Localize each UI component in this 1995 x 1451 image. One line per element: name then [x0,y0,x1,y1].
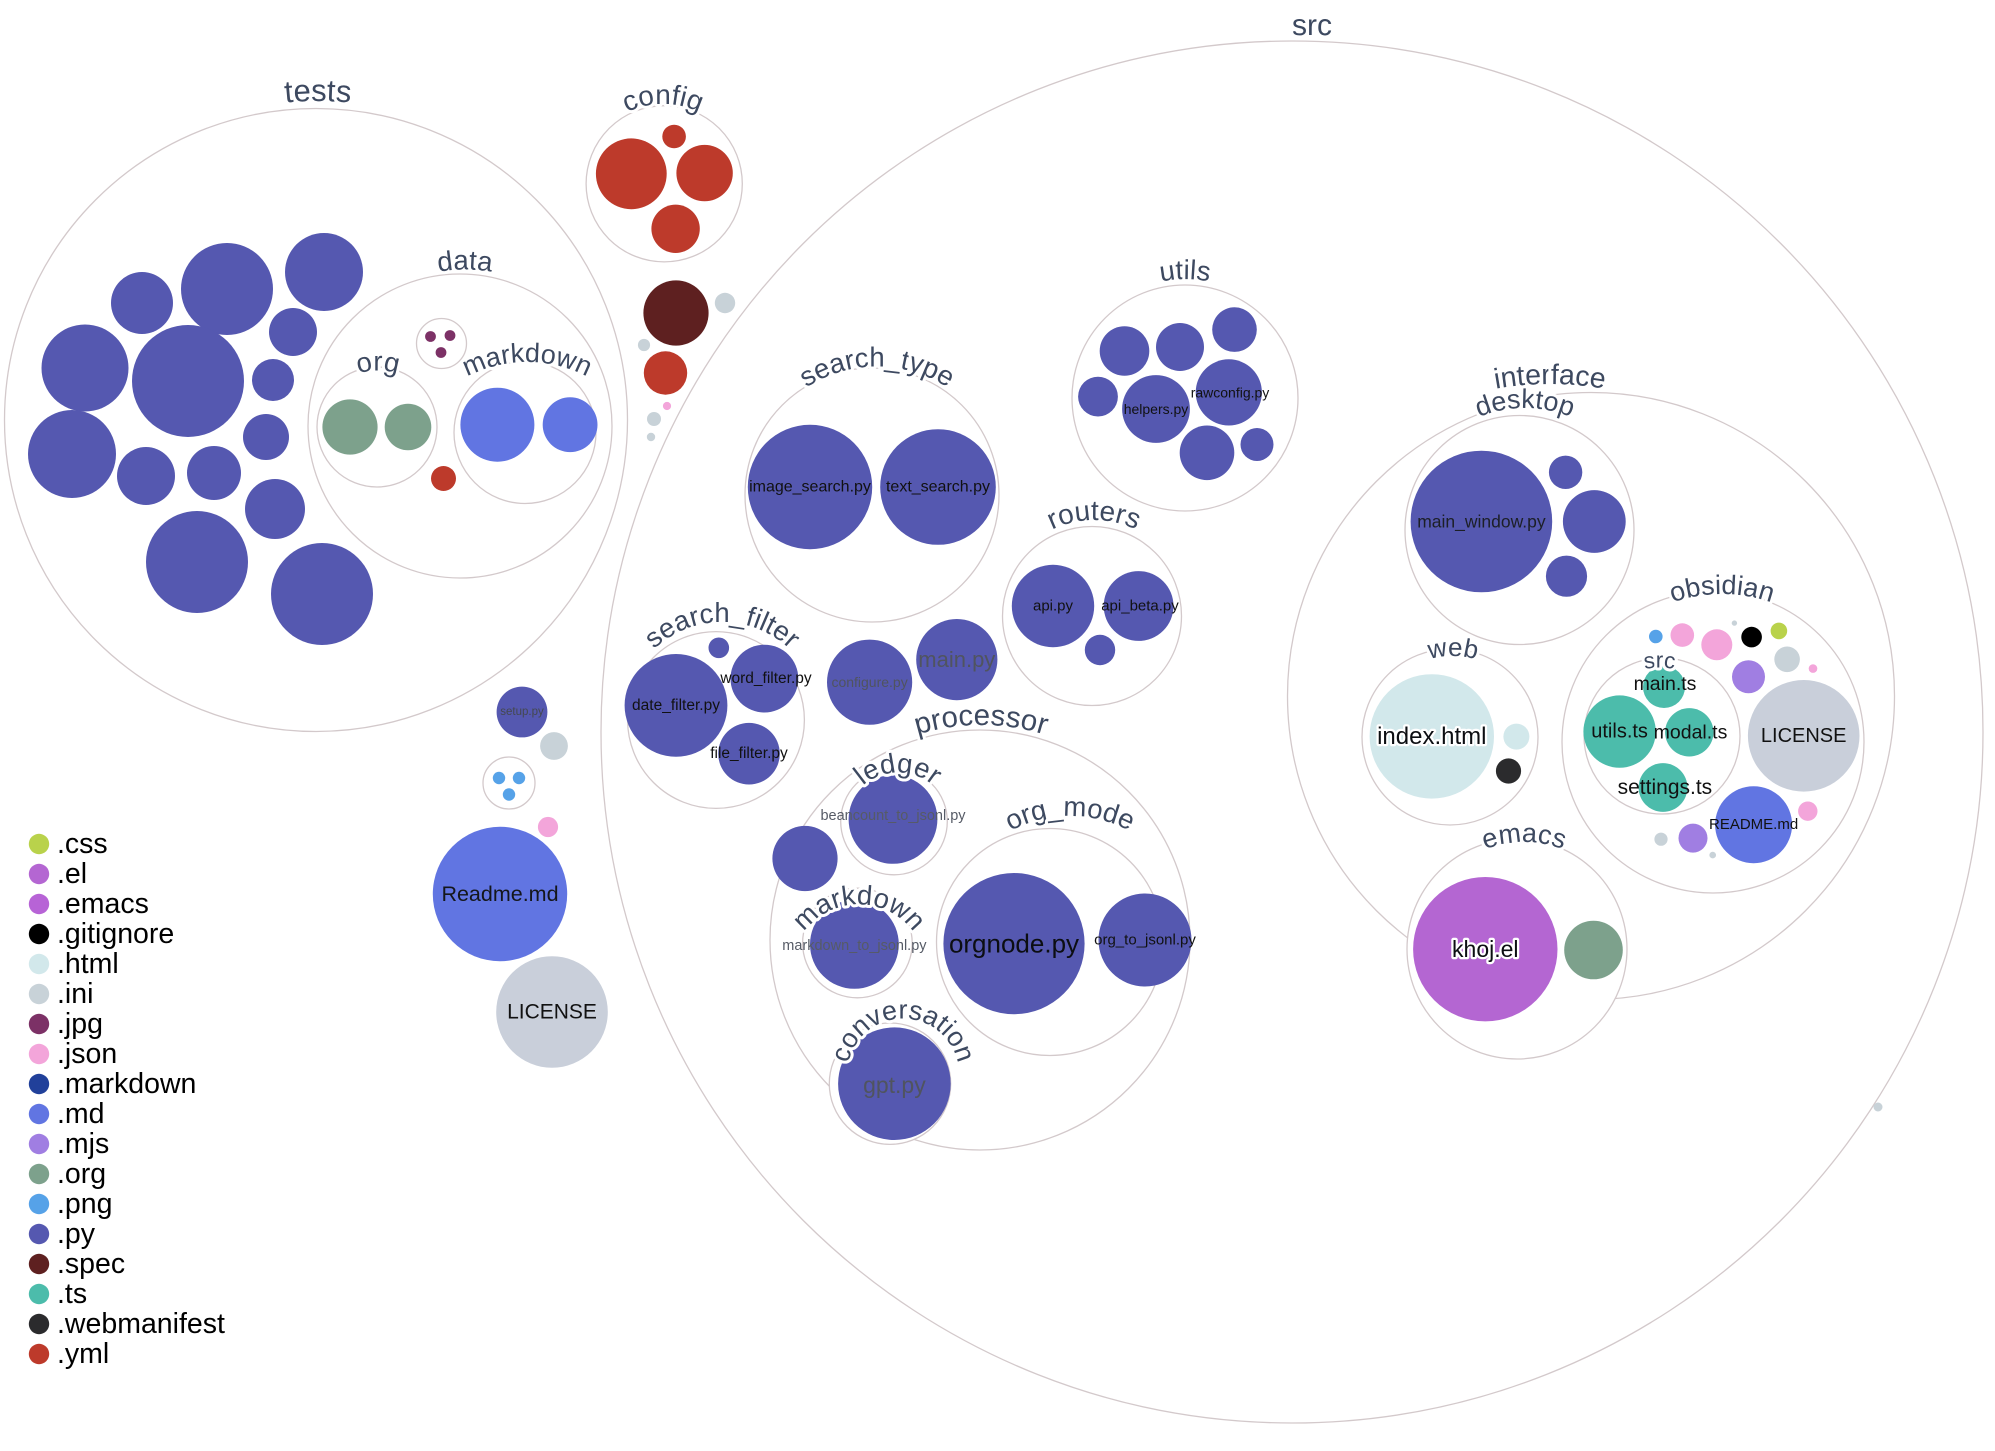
svg-text:main.py: main.py [918,647,995,672]
svg-text:text_search.py: text_search.py [886,479,990,496]
svg-text:main.ts: main.ts [1634,673,1697,695]
svg-text:src: src [1642,648,1677,674]
svg-text:README.md: README.md [1709,816,1798,833]
svg-text:src: src [1292,9,1333,42]
svg-text:api_beta.py: api_beta.py [1101,598,1179,615]
svg-text:.ts: .ts [57,1278,87,1310]
svg-text:api.py: api.py [1033,598,1074,615]
svg-text:web: web [1424,632,1481,665]
svg-text:.yml: .yml [57,1338,109,1370]
svg-text:.org: .org [57,1158,106,1190]
svg-text:.emacs: .emacs [57,888,149,920]
svg-text:.json: .json [57,1038,117,1070]
svg-text:date_filter.py: date_filter.py [632,697,720,714]
svg-text:LICENSE: LICENSE [1761,725,1847,747]
svg-text:gpt.py: gpt.py [863,1072,926,1098]
svg-text:.css: .css [57,828,108,860]
svg-text:beancount_to_jsonl.py: beancount_to_jsonl.py [820,808,966,824]
svg-text:index.html: index.html [1377,723,1486,750]
svg-text:LICENSE: LICENSE [507,1001,597,1024]
svg-text:main_window.py: main_window.py [1417,512,1546,533]
svg-text:markdown_to_jsonl.py: markdown_to_jsonl.py [782,938,927,954]
svg-text:.md: .md [57,1098,105,1130]
svg-text:file_filter.py: file_filter.py [710,745,788,762]
svg-text:rawconfig.py: rawconfig.py [1191,384,1270,400]
svg-text:.png: .png [57,1188,112,1220]
svg-text:.ini: .ini [57,978,93,1010]
svg-text:.py: .py [57,1218,96,1250]
svg-text:orgnode.py: orgnode.py [949,929,1079,959]
svg-text:.el: .el [57,858,87,890]
svg-text:.jpg: .jpg [57,1008,103,1040]
svg-text:.html: .html [57,948,119,980]
svg-text:utils.ts: utils.ts [1591,721,1648,743]
svg-text:data: data [435,244,495,277]
svg-text:setup.py: setup.py [500,706,544,718]
svg-text:.markdown: .markdown [57,1068,196,1100]
svg-text:Readme.md: Readme.md [441,882,558,906]
svg-text:helpers.py: helpers.py [1124,401,1189,417]
svg-text:.gitignore: .gitignore [57,918,174,950]
svg-text:image_search.py: image_search.py [749,479,871,496]
svg-text:.mjs: .mjs [57,1128,109,1160]
svg-text:.webmanifest: .webmanifest [57,1308,225,1340]
svg-text:khoj.el: khoj.el [1452,936,1518,962]
svg-text:configure.py: configure.py [831,674,907,690]
svg-text:org_to_jsonl.py: org_to_jsonl.py [1094,932,1196,949]
svg-text:org: org [353,345,403,379]
svg-text:word_filter.py: word_filter.py [719,670,812,687]
svg-text:settings.ts: settings.ts [1618,776,1713,799]
svg-text:modal.ts: modal.ts [1654,721,1728,743]
svg-text:utils: utils [1157,254,1213,287]
svg-text:.spec: .spec [57,1248,125,1280]
